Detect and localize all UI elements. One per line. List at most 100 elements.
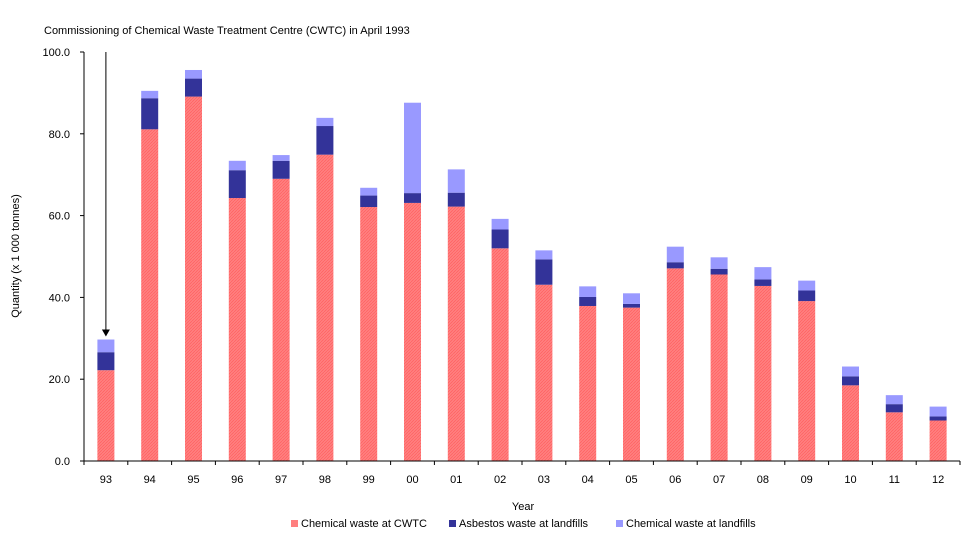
plot-area xyxy=(97,52,947,462)
y-axis-title: Quantity (x 1 000 tonnes) xyxy=(10,194,22,318)
bar-96-series-1 xyxy=(228,198,246,461)
bar-09-series-2 xyxy=(798,290,816,302)
bar-05-series-3 xyxy=(623,293,640,304)
bar-07-series-2 xyxy=(710,268,728,275)
bar-08-series-1 xyxy=(754,285,772,461)
bar-98-series-3 xyxy=(316,117,334,127)
bar-12-series-2 xyxy=(929,416,947,421)
bar-00-series-3 xyxy=(404,102,421,194)
bar-99-series-3 xyxy=(360,187,378,196)
bar-97-series-1 xyxy=(272,178,290,462)
bar-02-series-3 xyxy=(491,218,509,230)
y-tick-label: 100.0 xyxy=(42,47,70,59)
x-tick-label: 95 xyxy=(187,474,199,486)
x-tick-label: 07 xyxy=(713,474,725,486)
bar-96-series-3 xyxy=(228,160,246,171)
bar-11-series-3 xyxy=(885,395,903,405)
bar-97-series-3 xyxy=(272,155,290,161)
bar-04-series-2 xyxy=(579,296,597,306)
bar-06-series-2 xyxy=(666,262,684,269)
bar-02-series-1 xyxy=(491,248,509,461)
bar-95-series-3 xyxy=(185,69,202,79)
bar-02-series-2 xyxy=(491,229,509,249)
x-tick-label: 98 xyxy=(319,474,331,486)
y-tick-label: 40.0 xyxy=(49,292,70,304)
bar-04-series-1 xyxy=(579,305,597,461)
bar-01-series-3 xyxy=(447,169,465,193)
x-tick-label: 93 xyxy=(100,474,112,486)
bar-08-series-2 xyxy=(754,279,772,286)
legend-swatch xyxy=(291,520,298,527)
x-tick-label: 02 xyxy=(494,474,506,486)
x-tick-label: 12 xyxy=(932,474,944,486)
bar-98-series-1 xyxy=(316,154,334,461)
chart-annotation: Commissioning of Chemical Waste Treatmen… xyxy=(44,25,410,37)
bar-95-series-2 xyxy=(185,78,202,97)
bar-07-series-3 xyxy=(710,257,728,269)
legend-label: Chemical waste at landfills xyxy=(626,518,756,530)
bar-97-series-2 xyxy=(272,160,290,179)
x-tick-label: 94 xyxy=(144,474,156,486)
bar-10-series-1 xyxy=(842,385,859,461)
x-tick-label: 04 xyxy=(582,474,594,486)
bar-11-series-2 xyxy=(885,404,903,413)
x-tick-label: 11 xyxy=(889,474,900,486)
y-tick-label: 0.0 xyxy=(55,456,70,468)
legend-label: Chemical waste at CWTC xyxy=(301,518,427,530)
bar-00-series-1 xyxy=(404,202,421,461)
bar-07-series-1 xyxy=(710,274,728,461)
x-tick-label: 10 xyxy=(844,474,856,486)
bar-03-series-2 xyxy=(535,259,553,285)
bar-08-series-3 xyxy=(754,267,772,280)
bar-94-series-3 xyxy=(141,90,159,99)
bar-05-series-1 xyxy=(623,307,640,461)
bar-93-series-1 xyxy=(97,370,115,461)
bar-03-series-3 xyxy=(535,250,553,260)
bar-10-series-3 xyxy=(842,366,859,377)
bar-09-series-3 xyxy=(798,280,816,291)
bar-10-series-2 xyxy=(842,376,859,386)
bar-00-series-2 xyxy=(404,193,421,203)
y-tick-label: 20.0 xyxy=(49,374,70,386)
bar-03-series-1 xyxy=(535,284,553,461)
legend: Chemical waste at CWTC Asbestos waste at … xyxy=(291,518,756,530)
bar-11-series-1 xyxy=(885,412,903,461)
x-tick-label: 97 xyxy=(275,474,287,486)
annotation-arrow-head xyxy=(101,329,110,337)
legend-label: Asbestos waste at landfills xyxy=(459,518,589,530)
x-tick-label: 00 xyxy=(406,474,418,486)
bar-12-series-1 xyxy=(929,420,947,461)
legend-swatch xyxy=(616,520,623,527)
bar-09-series-1 xyxy=(798,301,816,461)
x-axis-title: Year xyxy=(512,501,535,513)
bar-01-series-1 xyxy=(447,206,465,461)
bar-93-series-2 xyxy=(97,352,115,371)
bar-04-series-3 xyxy=(579,286,597,297)
bar-95-series-1 xyxy=(185,96,202,462)
x-tick-label: 96 xyxy=(231,474,243,486)
bar-98-series-2 xyxy=(316,126,334,155)
bar-05-series-2 xyxy=(623,303,640,308)
legend-swatch xyxy=(449,520,456,527)
bar-12-series-3 xyxy=(929,406,947,417)
x-tick-label: 05 xyxy=(625,474,637,486)
bar-96-series-2 xyxy=(228,170,246,199)
bar-93-series-3 xyxy=(97,339,115,353)
y-tick-label: 80.0 xyxy=(49,129,70,141)
x-tick-label: 09 xyxy=(801,474,813,486)
x-tick-label: 99 xyxy=(363,474,375,486)
bar-94-series-2 xyxy=(141,98,159,130)
x-tick-label: 06 xyxy=(669,474,681,486)
x-tick-label: 08 xyxy=(757,474,769,486)
x-tick-label: 03 xyxy=(538,474,550,486)
x-tick-label: 01 xyxy=(450,474,462,486)
bar-01-series-2 xyxy=(447,192,465,207)
bar-99-series-1 xyxy=(360,207,378,461)
bar-06-series-1 xyxy=(666,268,684,461)
y-tick-label: 60.0 xyxy=(49,211,70,223)
bar-94-series-1 xyxy=(141,129,159,461)
bar-99-series-2 xyxy=(360,195,378,208)
axis-ticks: 0.0 20.0 40.0 60.0 80.0 100.0 93 94 95 96 97 98 99 00… xyxy=(42,47,961,486)
bar-06-series-3 xyxy=(666,246,684,263)
